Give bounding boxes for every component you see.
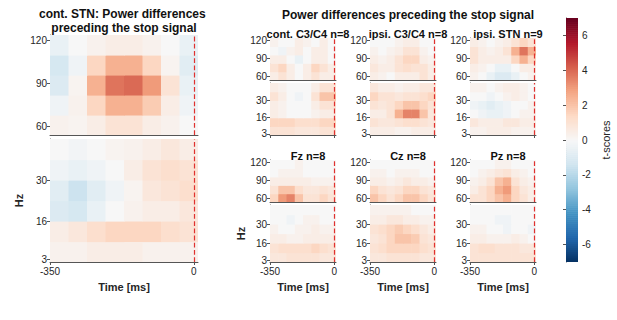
svg-text:16: 16 <box>256 238 268 249</box>
svg-text:90: 90 <box>356 175 368 186</box>
svg-text:2: 2 <box>582 100 588 111</box>
svg-text:Fz n=8: Fz n=8 <box>291 150 326 162</box>
svg-text:t-scores: t-scores <box>600 120 612 160</box>
svg-text:3: 3 <box>261 128 267 139</box>
svg-text:Time [ms]: Time [ms] <box>377 281 429 293</box>
svg-text:30: 30 <box>256 95 268 106</box>
svg-text:3: 3 <box>461 255 467 266</box>
svg-text:4: 4 <box>582 65 588 76</box>
svg-text:16: 16 <box>456 238 468 249</box>
svg-text:Power differences preceding th: Power differences preceding the stop sig… <box>282 8 534 22</box>
svg-text:0: 0 <box>331 266 337 277</box>
svg-text:0: 0 <box>531 266 537 277</box>
svg-text:cont. C3/C4 n=8: cont. C3/C4 n=8 <box>267 28 350 40</box>
svg-text:60: 60 <box>356 193 368 204</box>
svg-text:Hz: Hz <box>235 226 247 240</box>
svg-text:Cz n=8: Cz n=8 <box>390 150 426 162</box>
svg-text:30: 30 <box>256 219 268 230</box>
svg-text:-4: -4 <box>582 204 591 215</box>
svg-text:3: 3 <box>361 255 367 266</box>
svg-text:30: 30 <box>356 219 368 230</box>
svg-text:Pz n=8: Pz n=8 <box>490 150 525 162</box>
svg-text:90: 90 <box>356 53 368 64</box>
svg-text:preceding the stop signal: preceding the stop signal <box>51 21 196 35</box>
svg-text:16: 16 <box>356 238 368 249</box>
svg-text:Time [ms]: Time [ms] <box>277 281 329 293</box>
svg-text:90: 90 <box>256 53 268 64</box>
svg-text:cont. STN: Power differences: cont. STN: Power differences <box>39 7 209 21</box>
svg-text:30: 30 <box>36 175 48 186</box>
svg-text:Time [ms]: Time [ms] <box>98 281 150 293</box>
svg-text:60: 60 <box>356 71 368 82</box>
svg-text:0: 0 <box>191 266 197 277</box>
svg-text:0: 0 <box>582 135 588 146</box>
svg-text:120: 120 <box>450 157 467 168</box>
svg-text:-6: -6 <box>582 239 591 250</box>
svg-text:120: 120 <box>30 35 47 46</box>
svg-text:60: 60 <box>256 71 268 82</box>
svg-text:16: 16 <box>456 112 468 123</box>
svg-text:90: 90 <box>456 53 468 64</box>
svg-text:30: 30 <box>456 219 468 230</box>
svg-text:120: 120 <box>350 157 367 168</box>
svg-text:3: 3 <box>261 255 267 266</box>
svg-text:0: 0 <box>431 266 437 277</box>
svg-text:60: 60 <box>36 121 48 132</box>
svg-text:Hz: Hz <box>13 193 25 207</box>
svg-text:3: 3 <box>361 128 367 139</box>
svg-text:90: 90 <box>456 175 468 186</box>
svg-text:30: 30 <box>456 95 468 106</box>
svg-text:90: 90 <box>256 175 268 186</box>
svg-text:120: 120 <box>450 35 467 46</box>
svg-text:120: 120 <box>250 157 267 168</box>
svg-text:90: 90 <box>36 78 48 89</box>
svg-text:60: 60 <box>456 193 468 204</box>
svg-text:ipsi. STN n=9: ipsi. STN n=9 <box>473 28 542 40</box>
svg-text:-350: -350 <box>260 266 280 277</box>
svg-text:120: 120 <box>250 35 267 46</box>
svg-text:-2: -2 <box>582 169 591 180</box>
svg-text:16: 16 <box>36 216 48 227</box>
svg-text:6: 6 <box>582 30 588 41</box>
svg-text:3: 3 <box>41 254 47 265</box>
svg-text:-350: -350 <box>360 266 380 277</box>
svg-text:3: 3 <box>461 128 467 139</box>
svg-text:Time [ms]: Time [ms] <box>477 281 529 293</box>
svg-text:ipsi. C3/C4 n=8: ipsi. C3/C4 n=8 <box>369 28 448 40</box>
svg-text:-350: -350 <box>460 266 480 277</box>
svg-text:30: 30 <box>356 95 368 106</box>
svg-text:60: 60 <box>456 71 468 82</box>
svg-text:120: 120 <box>350 35 367 46</box>
svg-text:16: 16 <box>256 112 268 123</box>
svg-text:60: 60 <box>256 193 268 204</box>
svg-text:16: 16 <box>356 112 368 123</box>
svg-text:-350: -350 <box>40 266 60 277</box>
